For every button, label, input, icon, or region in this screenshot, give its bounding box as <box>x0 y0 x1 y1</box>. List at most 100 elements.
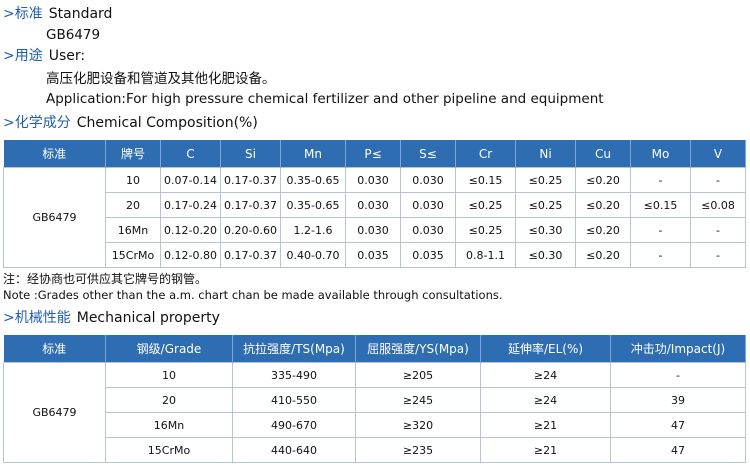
heading-en: Standard <box>48 6 113 22</box>
chemical-table: 标准 牌号 C Si Mn P≤ S≤ Cr Ni Cu Mo V GB6479 10 0.07-0.14 0… <box>3 140 746 268</box>
header-cell: 屈服强度/YS(Mpa) <box>355 335 481 363</box>
cell: - <box>630 217 691 243</box>
cell: ≤0.15 <box>630 192 691 218</box>
cell: 15CrMo <box>105 242 161 268</box>
cell: 0.030 <box>345 217 401 243</box>
header-cell: P≤ <box>345 140 401 168</box>
standard-cell: GB6479 <box>3 362 106 463</box>
row: GB6479 10 0.07-0.14 0.17-0.37 0.35-0.65 0.030… <box>3 167 746 268</box>
cell: 20 <box>105 192 161 218</box>
cell: 0.8-1.1 <box>455 242 516 268</box>
heading-en: User: <box>48 48 86 64</box>
cell: ≥21 <box>480 437 611 463</box>
cell: ≤0.30 <box>515 242 576 268</box>
cell: 410-550 <box>232 387 356 413</box>
header-cell: Mn <box>280 140 346 168</box>
heading-cn: >化学成分 <box>3 115 71 131</box>
row: 16Mn 490-670 ≥320 ≥21 47 <box>4 412 746 438</box>
header-cell: 延伸率/EL(%) <box>480 335 611 363</box>
cell: - <box>690 167 746 193</box>
cell: ≤0.25 <box>515 167 576 193</box>
heading-en: Mechanical property <box>76 310 220 326</box>
cell: 0.35-0.65 <box>280 192 346 218</box>
cell: ≥24 <box>480 362 611 388</box>
heading: >机械性能 Mechanical property <box>3 307 220 327</box>
row: 20 0.17-0.24 0.17-0.37 0.35-0.65 0.030 0.030 ≤… <box>4 192 746 218</box>
cell: ≤0.20 <box>575 217 631 243</box>
header-cell: Mo <box>630 140 691 168</box>
text: Application:For high pressure chemical f… <box>46 91 604 107</box>
cell: 0.35-0.65 <box>280 167 346 193</box>
cell: 16Mn <box>105 412 233 438</box>
cell: 0.035 <box>400 242 456 268</box>
cell: 0.030 <box>400 217 456 243</box>
cell: ≤0.15 <box>455 167 516 193</box>
cell: ≤0.25 <box>455 217 516 243</box>
cell: 0.20-0.60 <box>220 217 281 243</box>
text: GB6479 <box>46 27 101 43</box>
cell: - <box>610 362 746 388</box>
cell: 0.035 <box>345 242 401 268</box>
cell: 0.12-0.80 <box>160 242 221 268</box>
cell: ≥235 <box>355 437 481 463</box>
cell: ≥320 <box>355 412 481 438</box>
header-cell: 标准 <box>3 335 106 363</box>
row: 16Mn 0.12-0.20 0.20-0.60 1.2-1.6 0.030 0.030 ≤… <box>4 217 746 243</box>
cell: ≥21 <box>480 412 611 438</box>
cell: 0.17-0.24 <box>160 192 221 218</box>
cell: 1.2-1.6 <box>280 217 346 243</box>
cell: 0.12-0.20 <box>160 217 221 243</box>
cell: 0.40-0.70 <box>280 242 346 268</box>
heading-cn: >标准 <box>3 6 43 22</box>
cell: - <box>630 242 691 268</box>
header-cell: Cr <box>455 140 516 168</box>
cell: 39 <box>610 387 746 413</box>
header-cell: V <box>690 140 746 168</box>
heading-en: Chemical Composition(%) <box>76 115 258 131</box>
cell: ≤0.20 <box>575 192 631 218</box>
heading-cn: >用途 <box>3 48 43 64</box>
cell: ≥245 <box>355 387 481 413</box>
cell: 440-640 <box>232 437 356 463</box>
text: 高压化肥设备和管道及其他化肥设备。 <box>46 71 276 87</box>
cell: ≤0.25 <box>455 192 516 218</box>
cell: 335-490 <box>232 362 356 388</box>
cell: 0.030 <box>400 192 456 218</box>
cell: ≤0.08 <box>690 192 746 218</box>
heading-cn: >机械性能 <box>3 310 71 326</box>
cell: ≤0.20 <box>575 242 631 268</box>
cell: 0.17-0.37 <box>220 192 281 218</box>
header-cell: S≤ <box>400 140 456 168</box>
cell: 10 <box>105 362 233 388</box>
row: 15CrMo 0.12-0.80 0.17-0.37 0.40-0.70 0.035 0.… <box>4 242 746 268</box>
cell: 0.07-0.14 <box>160 167 221 193</box>
note: Note :Grades other than the a.m. chart c… <box>3 288 503 302</box>
row: 15CrMo 440-640 ≥235 ≥21 47 <box>4 437 746 463</box>
cell: 10 <box>105 167 161 193</box>
cell: 0.030 <box>400 167 456 193</box>
header-row: 标准 牌号 C Si Mn P≤ S≤ Cr Ni Cu Mo V <box>3 140 746 168</box>
standard-cell: GB6479 <box>3 167 106 268</box>
cell: 490-670 <box>232 412 356 438</box>
cell: 0.17-0.37 <box>220 242 281 268</box>
heading: >用途 User: <box>3 45 85 65</box>
header-cell: Cu <box>575 140 631 168</box>
header-cell: 牌号 <box>105 140 161 168</box>
cell: 47 <box>610 437 746 463</box>
cell: - <box>690 242 746 268</box>
row: 20 410-550 ≥245 ≥24 39 <box>4 387 746 413</box>
heading: >标准 Standard <box>3 3 112 23</box>
row: GB6479 10 335-490 ≥205 ≥24- <box>3 362 746 463</box>
cell: ≤0.25 <box>515 192 576 218</box>
cell: 0.030 <box>345 192 401 218</box>
cell: ≤0.20 <box>575 167 631 193</box>
cell: ≥24 <box>480 387 611 413</box>
cell: 16Mn <box>105 217 161 243</box>
cell: ≥205 <box>355 362 481 388</box>
cell: 0.17-0.37 <box>220 167 281 193</box>
cell: - <box>630 167 691 193</box>
cell: ≤0.30 <box>515 217 576 243</box>
header-cell: 抗拉强度/TS(Mpa) <box>232 335 356 363</box>
cell: 47 <box>610 412 746 438</box>
